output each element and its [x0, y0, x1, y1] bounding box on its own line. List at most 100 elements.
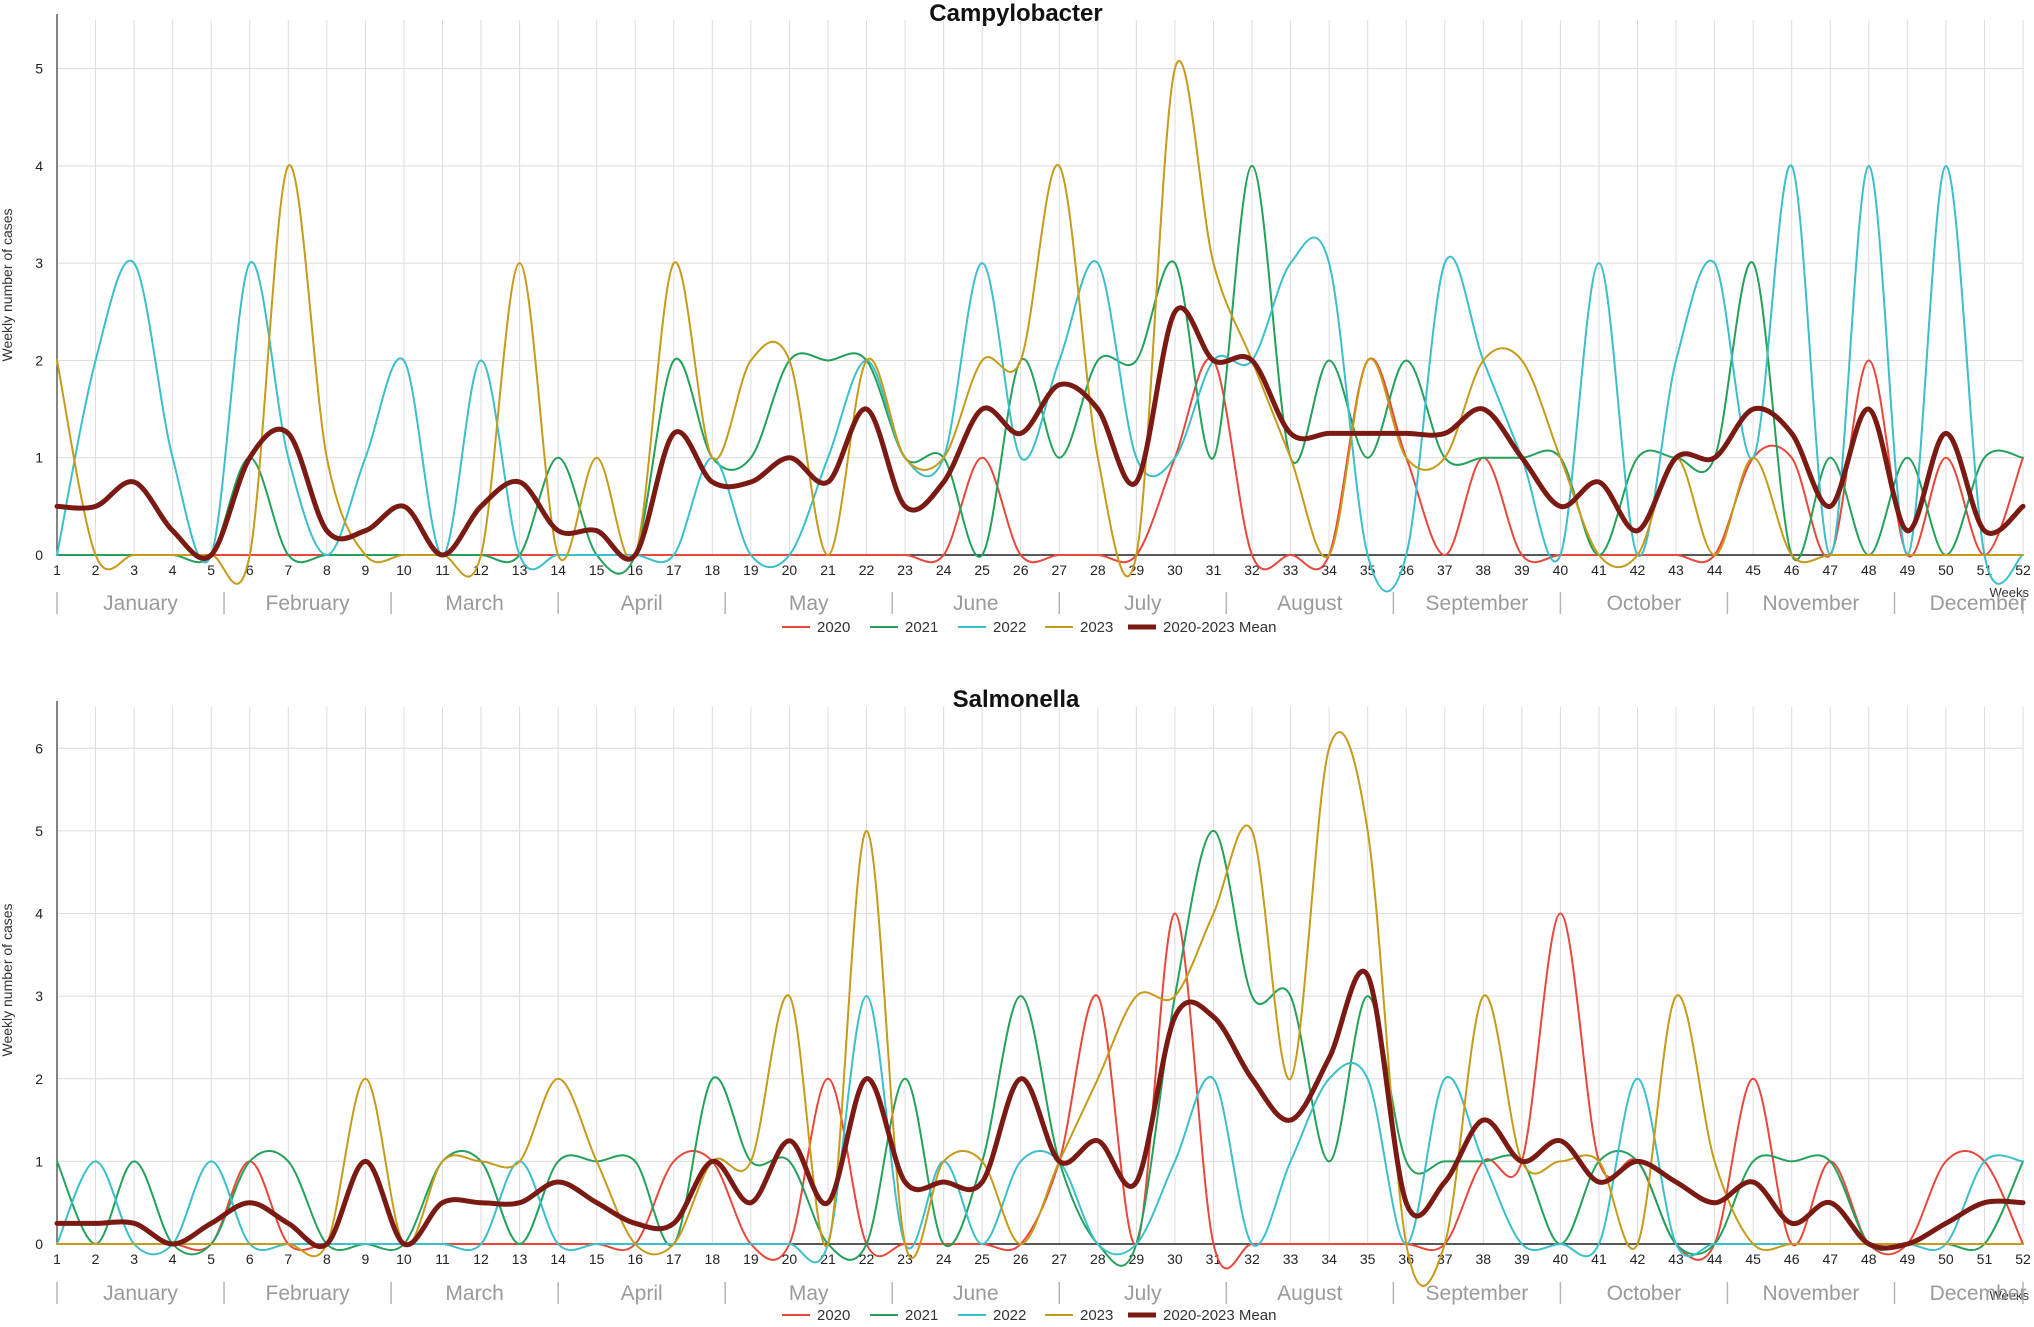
x-tick-label: 9: [361, 562, 369, 578]
x-tick-label: 23: [897, 562, 913, 578]
x-tick-label: 44: [1707, 1251, 1723, 1267]
month-label: April: [621, 1282, 663, 1305]
chart-title: Salmonella: [953, 686, 1080, 713]
month-label: March: [445, 592, 503, 615]
x-tick-label: 43: [1668, 562, 1684, 578]
x-tick-label: 19: [743, 1251, 759, 1267]
x-tick-label: 10: [396, 1251, 412, 1267]
month-label: July: [1124, 592, 1162, 615]
x-tick-label: 24: [936, 562, 952, 578]
month-label: May: [789, 592, 829, 615]
x-tick-label: 6: [246, 1251, 254, 1267]
x-tick-label: 26: [1013, 562, 1029, 578]
x-tick-label: 9: [361, 1251, 369, 1267]
x-tick-label: 18: [705, 562, 721, 578]
x-tick-label: 41: [1591, 562, 1607, 578]
month-label: June: [953, 592, 999, 615]
x-tick-label: 1: [53, 1251, 61, 1267]
x-tick-label: 11: [435, 562, 450, 578]
x-tick-label: 21: [820, 1251, 836, 1267]
x-tick-label: 24: [936, 1251, 952, 1267]
x-tick-label: 7: [284, 1251, 292, 1267]
x-tick-label: 28: [1090, 562, 1106, 578]
legend-label: 2020-2023 Mean: [1163, 619, 1276, 636]
y-axis-label: Weekly number of cases: [0, 208, 15, 361]
x-tick-label: 30: [1167, 562, 1183, 578]
x-tick-label: 5: [207, 1251, 215, 1267]
x-tick-label: 22: [859, 562, 875, 578]
x-tick-label: 36: [1398, 1251, 1414, 1267]
x-tick-label: 32: [1244, 562, 1260, 578]
x-tick-label: 49: [1900, 1251, 1916, 1267]
x-axis-unit-label: Weeks: [1990, 585, 2030, 600]
month-label: February: [266, 1282, 351, 1305]
legend-label: 2023: [1080, 619, 1113, 636]
x-tick-label: 32: [1244, 1251, 1260, 1267]
x-tick-label: 4: [169, 562, 177, 578]
series-line-5: [54, 305, 2026, 562]
x-tick-label: 25: [974, 1251, 990, 1267]
series-line-4: [56, 59, 2024, 585]
x-tick-label: 43: [1668, 1251, 1684, 1267]
x-tick-label: 52: [2015, 1251, 2031, 1267]
x-tick-label: 17: [666, 1251, 682, 1267]
month-label: March: [445, 1282, 503, 1305]
x-tick-label: 34: [1321, 562, 1337, 578]
x-tick-label: 13: [512, 1251, 528, 1267]
x-tick-label: 38: [1476, 562, 1492, 578]
x-tick-label: 18: [705, 1251, 721, 1267]
x-tick-label: 16: [627, 562, 643, 578]
x-tick-label: 33: [1283, 1251, 1299, 1267]
month-label: May: [789, 1282, 829, 1305]
x-tick-label: 19: [743, 562, 759, 578]
legend-label: 2022: [993, 1307, 1026, 1324]
x-tick-label: 23: [897, 1251, 913, 1267]
x-tick-label: 47: [1822, 562, 1838, 578]
y-tick-label: 3: [35, 988, 43, 1004]
month-label: August: [1277, 1282, 1343, 1305]
month-label: November: [1763, 592, 1860, 615]
x-tick-label: 41: [1591, 1251, 1607, 1267]
x-tick-label: 26: [1013, 1251, 1029, 1267]
x-tick-label: 30: [1167, 1251, 1183, 1267]
month-label: October: [1607, 592, 1682, 615]
x-tick-label: 40: [1553, 562, 1569, 578]
x-tick-label: 39: [1514, 1251, 1530, 1267]
x-tick-label: 28: [1090, 1251, 1106, 1267]
month-label: September: [1426, 592, 1529, 615]
y-tick-label: 2: [35, 352, 43, 368]
x-tick-label: 46: [1784, 1251, 1800, 1267]
x-tick-label: 27: [1051, 1251, 1067, 1267]
legend-label: 2023: [1080, 1307, 1113, 1324]
x-tick-label: 49: [1900, 562, 1916, 578]
y-tick-label: 1: [35, 450, 43, 466]
month-label: December: [1930, 592, 2027, 615]
x-tick-label: 42: [1630, 562, 1646, 578]
month-label: November: [1763, 1282, 1860, 1305]
x-tick-label: 2: [92, 562, 100, 578]
x-tick-label: 22: [859, 1251, 875, 1267]
y-tick-label: 4: [35, 906, 43, 922]
x-tick-label: 52: [2015, 562, 2031, 578]
y-tick-label: 2: [35, 1071, 43, 1087]
x-tick-label: 37: [1437, 562, 1453, 578]
x-tick-label: 51: [1977, 1251, 1993, 1267]
month-label: August: [1277, 592, 1343, 615]
y-tick-label: 4: [35, 158, 43, 174]
month-label: September: [1426, 1282, 1529, 1305]
month-label: January: [103, 1282, 178, 1305]
chart-title: Campylobacter: [929, 0, 1102, 27]
x-tick-label: 47: [1822, 1251, 1838, 1267]
x-tick-label: 15: [589, 1251, 605, 1267]
x-tick-label: 3: [130, 1251, 138, 1267]
x-tick-label: 14: [550, 562, 566, 578]
legend-label: 2020-2023 Mean: [1163, 1307, 1276, 1324]
x-tick-label: 16: [627, 1251, 643, 1267]
x-tick-label: 50: [1938, 1251, 1954, 1267]
series-line-3: [56, 164, 2024, 593]
month-label: December: [1930, 1282, 2027, 1305]
legend: 2020 2021 2022 2023 2020-2023 Mean: [782, 619, 1276, 636]
